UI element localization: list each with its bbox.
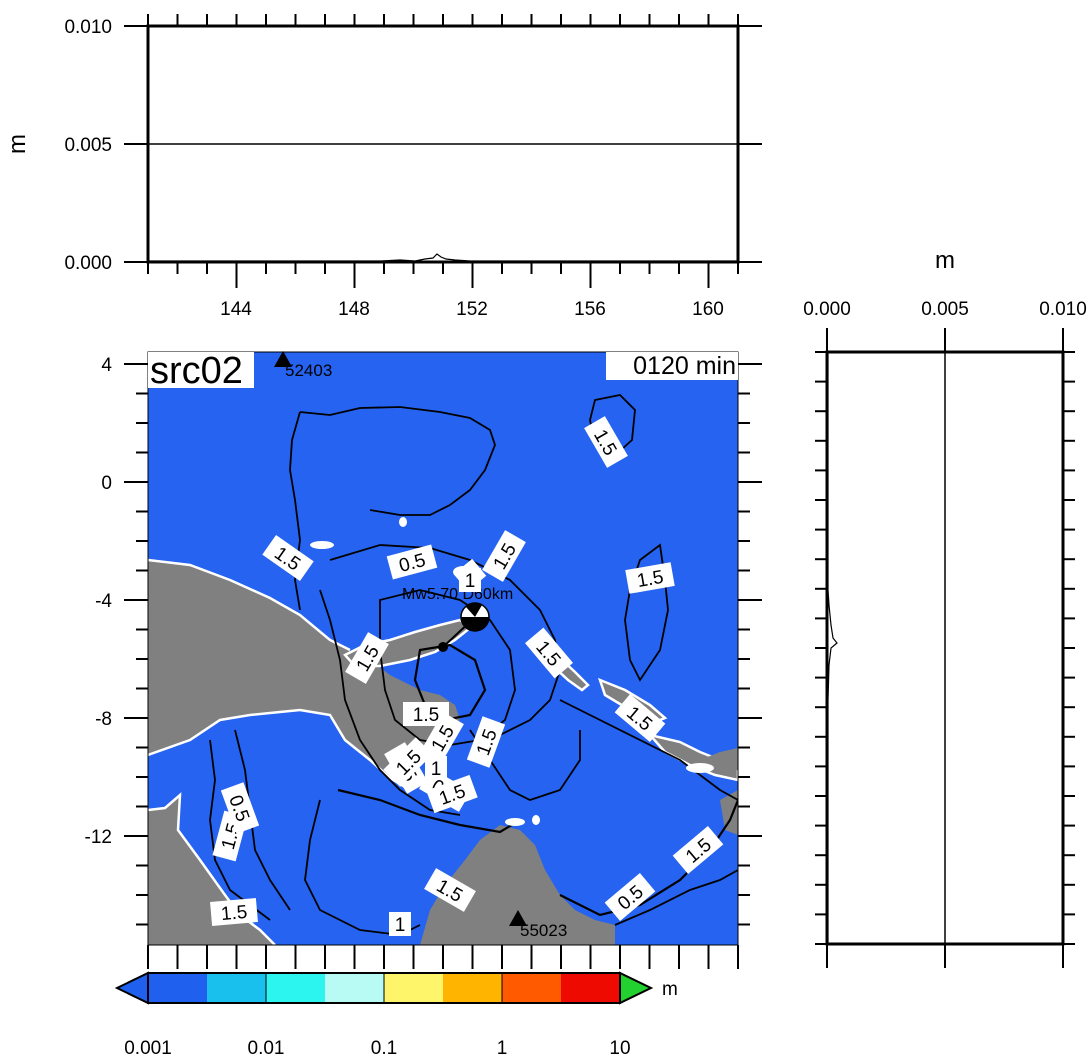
colorbar-tick-label: 0.1: [371, 1038, 397, 1059]
lat-tick-label: 4: [101, 355, 112, 376]
contour-line: [559, 799, 738, 917]
side-wave-trace: [827, 352, 838, 944]
contour-label-text: 1: [465, 571, 476, 592]
contour-label: 1.5: [345, 632, 389, 684]
colorbar-segment: [207, 973, 267, 1003]
lat-tick-label: -8: [95, 709, 112, 730]
land-cape-york: [420, 825, 615, 945]
contour-line: [319, 589, 461, 816]
time-label: 0120 min: [633, 352, 736, 380]
side-xtick-label: 0.005: [921, 299, 969, 320]
contour-line: [559, 699, 738, 801]
colorbar-tick-label: 0.01: [248, 1038, 285, 1059]
top-xtick-label: 148: [338, 299, 370, 320]
colorbar: m 0.001 0.01 0.1 1 10: [114, 971, 678, 1059]
top-xtick-label: 156: [574, 299, 606, 320]
beachball-icon: [460, 602, 490, 632]
land-vanuatu-edge: [720, 790, 738, 835]
contour-label: 1.5: [625, 562, 675, 594]
colorbar-under-triangle: [114, 971, 149, 1005]
colorbar-segment: [502, 973, 562, 1003]
station-label: 55023: [520, 921, 567, 940]
lat-tick-label: -4: [95, 591, 112, 612]
colorbar-segment: [148, 973, 208, 1003]
contour-line: [614, 869, 738, 926]
contour-line: [289, 411, 301, 611]
islet: [399, 517, 407, 527]
contour-label-text: 1.5: [413, 705, 439, 726]
colorbar-segment: [384, 973, 444, 1003]
time-label-box: [606, 352, 738, 380]
side-wave-panel: m 0.000 0.005 0.010: [803, 247, 1087, 968]
top-xtick-label: 144: [220, 299, 252, 320]
colorbar-over-triangle: [619, 971, 654, 1005]
colorbar-segment: [325, 973, 385, 1003]
colorbar-tick-label: 0.001: [124, 1038, 172, 1059]
station-marker: [509, 910, 527, 926]
colorbar-segment: [443, 973, 503, 1003]
land-solomon-3: [700, 748, 738, 772]
land-new-guinea: [148, 560, 460, 790]
colorbar-tick-label: 1: [497, 1038, 508, 1059]
station-label: 52403: [285, 361, 332, 380]
contour-line: [624, 543, 669, 682]
lat-tick-label: -12: [85, 827, 112, 848]
top-wave-panel: m 0.010 0.005 0.000 144 148 152 156 160: [4, 14, 762, 320]
top-xtick-label: 160: [692, 299, 724, 320]
contour-line: [413, 643, 487, 722]
top-wave-trace: [148, 253, 738, 262]
islet: [532, 815, 540, 825]
contour-label-text: 1: [395, 915, 406, 936]
top-xtick-label: 152: [456, 299, 488, 320]
colorbar-unit: m: [662, 979, 678, 1000]
side-panel-xlabel: m: [935, 247, 955, 274]
islet: [686, 763, 714, 773]
islet: [505, 818, 525, 826]
side-xtick-label: 0.010: [1039, 299, 1087, 320]
side-xtick-label: 0.000: [803, 299, 851, 320]
station-marker: [274, 351, 292, 367]
contour-label-text: 1: [431, 759, 442, 780]
colorbar-segment: [561, 973, 621, 1003]
contour-label: 1.5: [210, 898, 258, 926]
map-title: src02: [150, 350, 243, 392]
event-label: Mw5.70 D60km: [402, 586, 513, 603]
top-ytick-label: 0.000: [64, 253, 112, 274]
map-title-box: [148, 352, 254, 388]
contour-label-text: 1.5: [635, 567, 665, 592]
top-ytick-label: 0.010: [64, 17, 112, 38]
contour-label: 1: [389, 912, 411, 936]
top-ytick-label: 0.005: [64, 135, 112, 156]
contour-line: [337, 788, 521, 834]
top-panel-ylabel: m: [4, 134, 31, 154]
contour-label: 1: [425, 756, 447, 780]
colorbar-segment: [266, 973, 326, 1003]
islet: [310, 541, 334, 549]
contour-label-text: 1.5: [220, 902, 248, 925]
contour-line: [234, 729, 291, 911]
contour-line: [329, 544, 561, 736]
lat-tick-label: 0: [101, 473, 112, 494]
contour-label: 1: [459, 568, 481, 592]
map-panel: 4 0 -4 -8 -12 src02 0120 min 52403 55023…: [85, 350, 762, 969]
colorbar-tick-label: 10: [609, 1038, 630, 1059]
contour-line: [299, 406, 496, 516]
